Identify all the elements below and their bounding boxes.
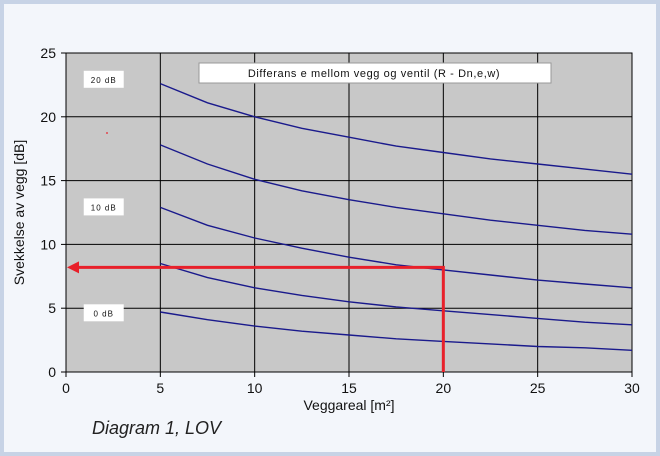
curve-labels: 20 dB 10 dB 0 dB xyxy=(83,70,124,322)
annotation-arrow xyxy=(67,132,445,372)
series-line xyxy=(160,206,633,289)
arrow-head xyxy=(67,261,79,274)
y-axis-label: Svekkelse av vegg [dB] xyxy=(11,140,27,286)
series-line xyxy=(160,144,633,235)
y-tick-label: 25 xyxy=(40,45,56,61)
curve-label: 0 dB xyxy=(93,309,113,318)
curve-label-box xyxy=(83,70,124,88)
x-tick-label: 5 xyxy=(156,380,164,396)
arrow-line xyxy=(76,265,445,372)
y-tick-label: 20 xyxy=(40,109,56,125)
series-line xyxy=(160,262,633,326)
series-line xyxy=(160,82,633,175)
x-tick-label: 20 xyxy=(436,380,452,396)
y-tick-label: 10 xyxy=(40,236,56,252)
x-tick-label: 30 xyxy=(624,380,640,396)
x-tick-label: 15 xyxy=(341,380,357,396)
y-tick-label: 15 xyxy=(40,173,56,189)
x-tick-label: 0 xyxy=(62,380,70,396)
y-tick-label: 0 xyxy=(48,364,56,380)
curve-label: 10 dB xyxy=(91,203,117,212)
x-tick-label: 10 xyxy=(247,380,263,396)
x-axis-label: Veggareal [m²] xyxy=(303,397,394,413)
curve-label-box xyxy=(83,304,124,322)
chart-title: Differans e mellom vegg og ventil (R - D… xyxy=(248,68,500,80)
figure-caption: Diagram 1, LOV xyxy=(92,418,222,438)
tick-labels: 0 5 10 15 20 25 30 0 5 10 15 20 25 xyxy=(40,45,640,396)
y-tick-label: 5 xyxy=(48,300,56,316)
series-line xyxy=(160,311,633,351)
x-tick-label: 25 xyxy=(530,380,546,396)
stray-dot xyxy=(106,132,108,134)
series-layer xyxy=(160,82,633,351)
curve-label: 20 dB xyxy=(91,76,117,85)
chart-title-box: Differans e mellom vegg og ventil (R - D… xyxy=(198,62,552,84)
curve-label-box xyxy=(83,198,124,216)
